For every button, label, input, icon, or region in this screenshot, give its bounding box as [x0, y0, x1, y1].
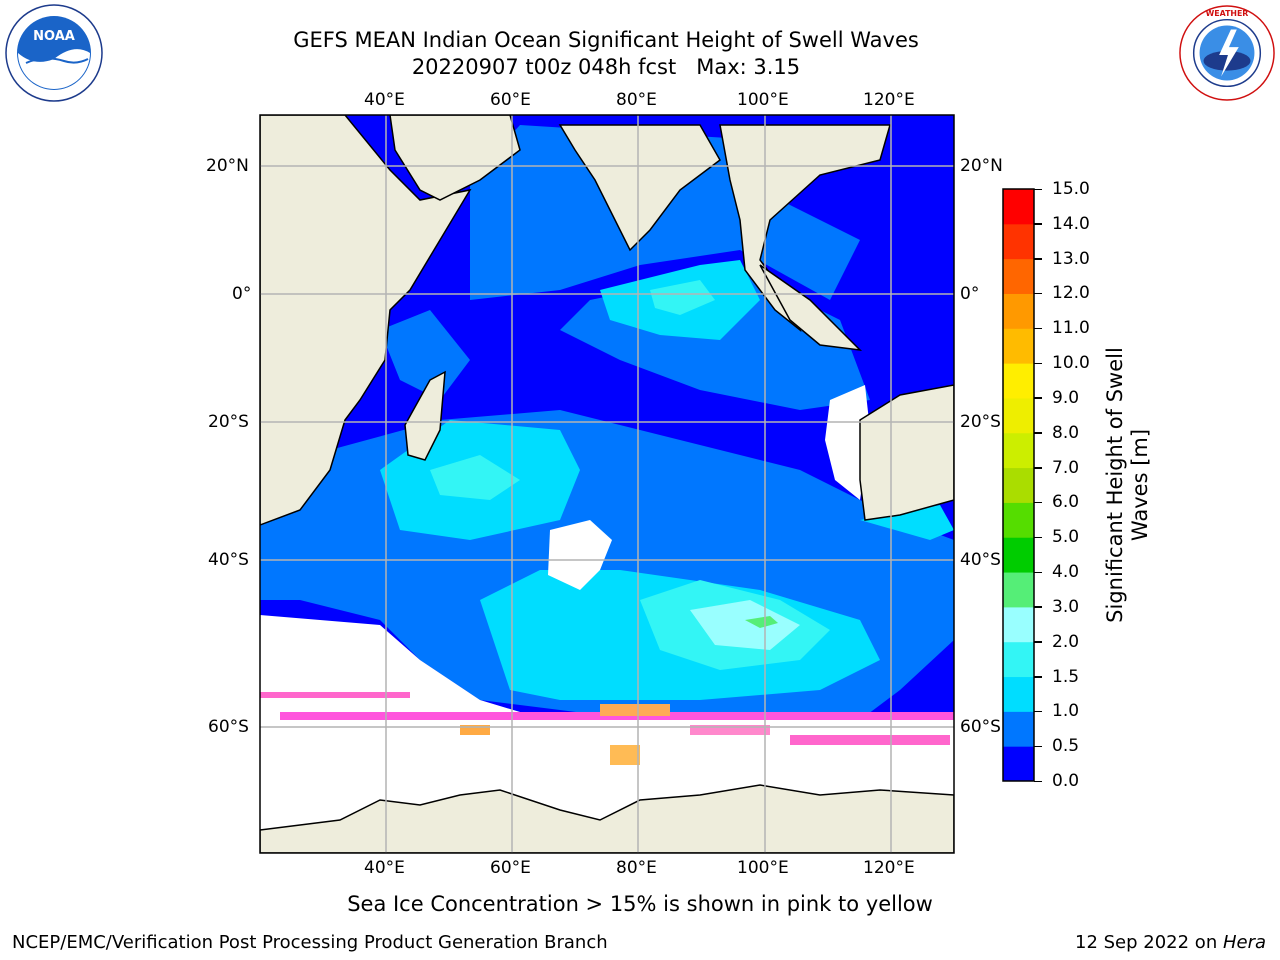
nws-logo: WEATHER	[1179, 5, 1275, 101]
lon-label-top: 100°E	[737, 90, 789, 110]
colorbar-swatch	[1003, 746, 1034, 782]
colorbar-tick-label: 9.0	[1052, 387, 1080, 408]
noaa-logo-text: NOAA	[33, 29, 75, 44]
lat-label-left: 20°S	[208, 412, 249, 432]
colorbar-tick-label: 14.0	[1052, 213, 1090, 234]
lat-label-right: 0°	[960, 284, 980, 304]
lat-label-right: 40°S	[960, 550, 1001, 570]
lat-label-right: 20°S	[960, 412, 1001, 432]
lat-label-left: 0°	[232, 284, 252, 304]
lon-label-top: 40°E	[364, 90, 405, 110]
colorbar-tick-mark	[1034, 710, 1042, 713]
colorbar-tick-label: 0.5	[1052, 736, 1080, 757]
graticule	[260, 115, 954, 853]
colorbar-tick-label: 4.0	[1052, 562, 1080, 583]
colorbar-tick-label: 13.0	[1052, 248, 1090, 269]
colorbar-tick-label: 10.0	[1052, 353, 1090, 374]
colorbar-tick-mark	[1034, 501, 1042, 504]
sea-ice-edge	[260, 692, 954, 765]
lon-label-bottom: 80°E	[616, 858, 657, 878]
colorbar-tick-mark	[1034, 571, 1042, 574]
lat-label-left: 40°S	[208, 550, 249, 570]
lon-label-bottom: 100°E	[737, 858, 789, 878]
date-text: 12 Sep 2022 on	[1075, 932, 1223, 953]
nws-logo-text: WEATHER	[1206, 9, 1249, 18]
colorbar-tick-mark	[1034, 188, 1042, 190]
colorbar-swatch	[1003, 189, 1034, 225]
colorbar-label: Significant Height of Swell Waves [m]	[1103, 347, 1152, 623]
sea-ice-note-row: Sea Ice Concentration > 15% is shown in …	[0, 891, 1280, 917]
colorbar-swatch	[1003, 606, 1034, 643]
colorbar-swatch	[1003, 258, 1034, 294]
colorbar-tick-label: 1.5	[1052, 666, 1080, 687]
colorbar-swatch	[1003, 467, 1034, 503]
colorbar-tick-mark	[1034, 223, 1042, 225]
colorbar-tick-label: 11.0	[1052, 318, 1090, 339]
colorbar-tick-mark	[1034, 432, 1042, 434]
lat-label-left: 60°S	[208, 717, 249, 737]
colorbar-swatch	[1003, 328, 1034, 364]
lat-label-right: 60°S	[960, 717, 1001, 737]
lon-label-top: 120°E	[863, 90, 915, 110]
lon-label-bottom: 60°E	[490, 858, 531, 878]
noaa-logo: NOAA	[5, 4, 103, 102]
sea-ice-note: Sea Ice Concentration > 15% is shown in …	[347, 892, 933, 916]
colorbar-tick-mark	[1034, 606, 1042, 608]
colorbar-tick-label: 15.0	[1052, 179, 1090, 199]
colorbar-swatch	[1003, 502, 1034, 538]
lon-label-bottom: 120°E	[863, 858, 915, 878]
chart-title: GEFS MEAN Indian Ocean Significant Heigh…	[293, 28, 919, 52]
colorbar-tick-mark	[1034, 780, 1042, 782]
colorbar-tick-label: 5.0	[1052, 527, 1080, 548]
colorbar-tick-label: 1.0	[1052, 701, 1080, 722]
colorbar-tick-label: 6.0	[1052, 492, 1080, 513]
colorbar-swatch	[1003, 641, 1034, 678]
lat-label-left: 20°N	[206, 156, 249, 176]
colorbar-swatch	[1003, 293, 1034, 329]
chart-subtitle: 20220907 t00z 048h fcst Max: 3.15	[411, 55, 801, 79]
land-masses	[260, 115, 954, 853]
lon-label-bottom: 40°E	[364, 858, 405, 878]
colorbar-tick-label: 0.0	[1052, 771, 1080, 791]
colorbar-swatch	[1003, 676, 1034, 712]
colorbar-tick-mark	[1034, 536, 1042, 539]
date-stamp: 12 Sep 2022 on Hera	[1075, 932, 1266, 954]
colorbar-swatch	[1003, 537, 1034, 573]
colorbar-tick-mark	[1034, 676, 1042, 678]
colorbar-tick-mark	[1034, 327, 1042, 330]
swell-band-2_0-3_0	[690, 600, 800, 650]
colorbar-tick-mark	[1034, 397, 1042, 399]
no-data-west-australia	[825, 385, 870, 500]
colorbar-tick-label: 2.0	[1052, 631, 1080, 652]
colorbar-swatch	[1003, 397, 1034, 434]
colorbar-tick-label: 12.0	[1052, 283, 1090, 304]
credit-text: NCEP/EMC/Verification Post Processing Pr…	[12, 932, 608, 953]
colorbar-tick-mark	[1034, 258, 1042, 260]
colorbar-tick-mark	[1034, 641, 1042, 643]
map-frame	[259, 114, 955, 854]
colorbar-tick-mark	[1034, 362, 1042, 365]
lon-label-top: 80°E	[616, 90, 657, 110]
host-name: Hera	[1222, 932, 1266, 953]
colorbar-swatch	[1003, 711, 1034, 747]
colorbar-swatch	[1003, 432, 1034, 469]
colorbar-swatch	[1003, 572, 1034, 608]
colorbar-tick-label: 8.0	[1052, 422, 1080, 443]
no-data-kerguelen-area	[548, 520, 612, 590]
colorbar-swatch	[1003, 363, 1034, 399]
lon-label-top: 60°E	[490, 90, 531, 110]
colorbar-tick-label: 3.0	[1052, 596, 1080, 617]
colorbar-tick-label: 7.0	[1052, 457, 1080, 478]
colorbar-tick-mark	[1034, 745, 1042, 748]
colorbar-tick-mark	[1034, 292, 1042, 295]
colorbar-tick-mark	[1034, 467, 1042, 469]
colorbar-swatch	[1003, 223, 1034, 260]
swell-band-3_0-4_0	[745, 616, 778, 628]
lat-label-right: 20°N	[960, 156, 1003, 176]
colorbar	[1002, 188, 1035, 782]
